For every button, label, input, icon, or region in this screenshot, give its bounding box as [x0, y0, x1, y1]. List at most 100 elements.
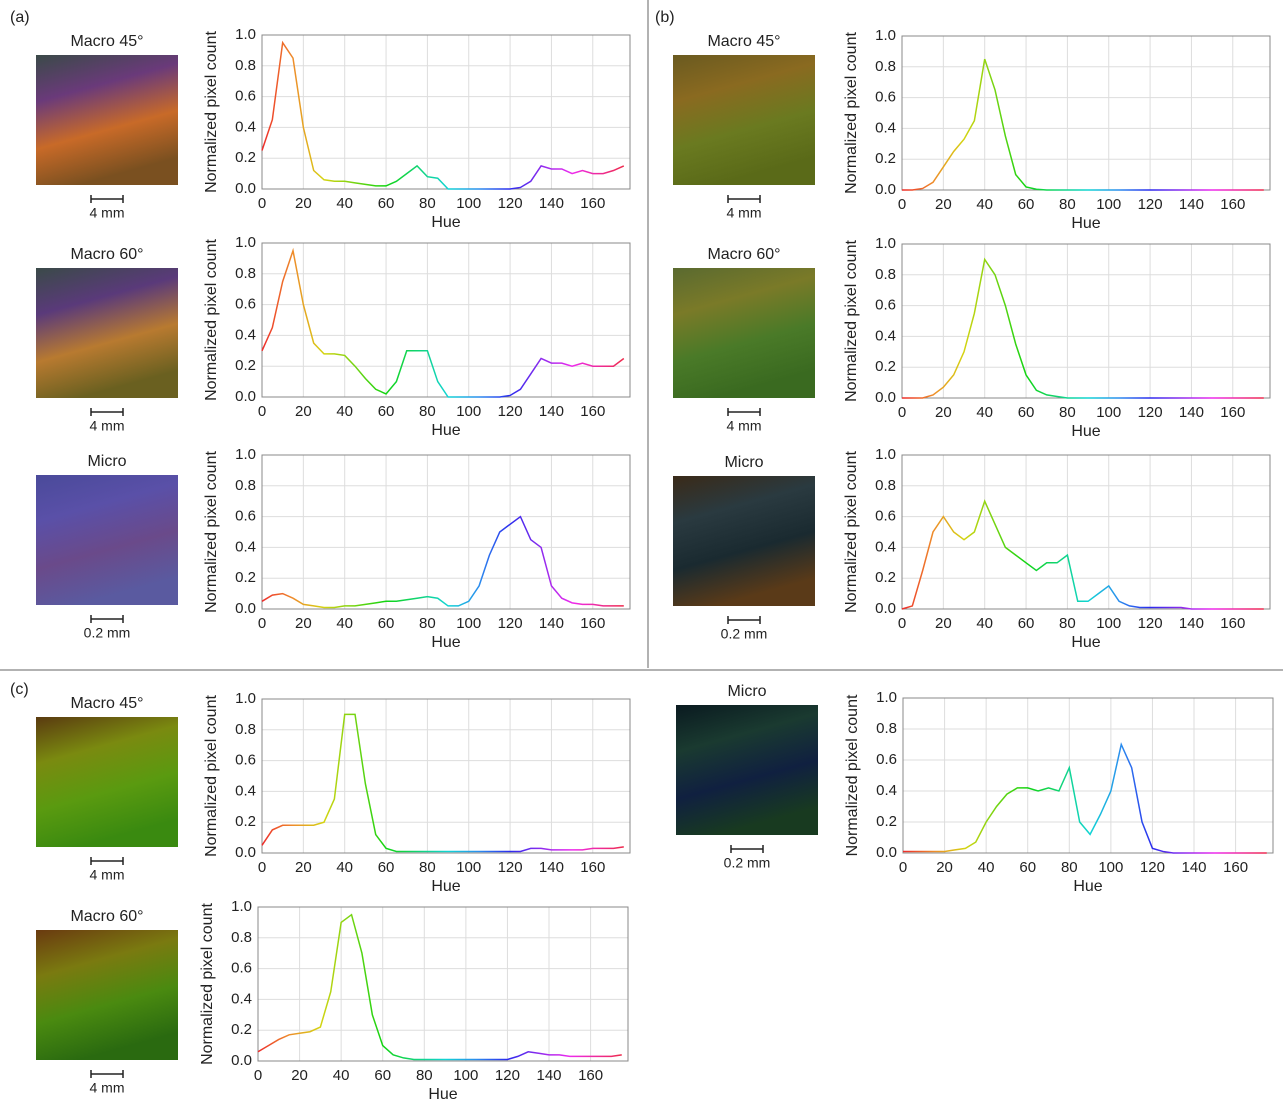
y-axis-label: Normalized pixel count: [203, 239, 220, 401]
y-axis-label: Normalized pixel count: [843, 451, 860, 613]
image: [36, 55, 178, 185]
y-axis-label: Normalized pixel count: [843, 240, 860, 402]
x-tick-label: 120: [1138, 615, 1163, 632]
y-tick-label: 0.8: [235, 721, 256, 738]
y-tick-label: 0.8: [235, 265, 256, 282]
image-caption: Micro: [727, 683, 766, 700]
x-tick-label: 40: [976, 615, 993, 632]
x-tick-label: 0: [258, 615, 266, 632]
hue-line: [261, 40, 625, 190]
x-tick-label: 20: [291, 1067, 308, 1084]
x-tick-label: 80: [416, 1067, 433, 1084]
x-tick-label: 160: [580, 195, 605, 212]
panel-label: (c): [10, 681, 29, 698]
x-tick-label: 60: [374, 1067, 391, 1084]
y-tick-label: 0.4: [235, 326, 256, 343]
y-tick-label: 0.6: [875, 89, 896, 106]
plot-frame: [261, 698, 631, 854]
x-tick-label: 80: [419, 195, 436, 212]
x-tick-label: 0: [258, 195, 266, 212]
x-tick-label: 40: [976, 404, 993, 421]
x-tick-label: 40: [976, 196, 993, 213]
y-tick-label: 0.6: [235, 296, 256, 313]
scale-label: 4 mm: [727, 418, 762, 434]
y-tick-label: 1.0: [875, 235, 896, 252]
y-tick-label: 0.6: [235, 508, 256, 525]
x-tick-label: 140: [539, 403, 564, 420]
hue-line: [902, 58, 1264, 191]
x-tick-label: 120: [498, 859, 523, 876]
x-tick-label: 80: [419, 615, 436, 632]
x-tick-label: 40: [978, 859, 995, 876]
y-tick-label: 1.0: [235, 26, 256, 43]
x-tick-label: 0: [258, 403, 266, 420]
scale-label: 4 mm: [90, 1080, 125, 1096]
y-tick-label: 0.4: [875, 327, 896, 344]
x-tick-label: 160: [578, 1067, 603, 1084]
y-axis-label: Normalized pixel count: [199, 903, 216, 1065]
x-tick-label: 160: [1220, 196, 1245, 213]
image: [36, 268, 178, 398]
y-tick-label: 0.0: [875, 600, 896, 617]
x-tick-label: 120: [498, 195, 523, 212]
y-tick-label: 1.0: [235, 234, 256, 251]
y-tick-label: 0.4: [235, 782, 256, 799]
x-tick-label: 80: [1059, 196, 1076, 213]
y-tick-label: 0.0: [875, 389, 896, 406]
y-tick-label: 0.6: [235, 88, 256, 105]
scale-bar: [730, 845, 764, 853]
x-axis-label: Hue: [431, 634, 460, 651]
x-tick-label: 60: [1018, 615, 1035, 632]
scale-bar: [90, 408, 124, 416]
y-tick-label: 0.4: [876, 782, 897, 799]
y-axis-label: Normalized pixel count: [203, 31, 220, 193]
x-tick-label: 0: [254, 1067, 262, 1084]
image: [36, 930, 178, 1060]
y-tick-label: 0.4: [875, 538, 896, 555]
y-tick-label: 0.2: [235, 357, 256, 374]
plot-frame: [261, 454, 631, 610]
x-tick-label: 0: [898, 615, 906, 632]
scale-bar: [90, 195, 124, 203]
x-tick-label: 20: [295, 615, 312, 632]
x-tick-label: 100: [456, 615, 481, 632]
plot-frame: [257, 906, 629, 1062]
y-tick-label: 0.0: [235, 180, 256, 197]
plot-frame: [901, 35, 1271, 191]
y-tick-label: 0.0: [235, 600, 256, 617]
y-axis-label: Normalized pixel count: [203, 451, 220, 613]
scale-bar: [90, 615, 124, 623]
y-tick-label: 0.0: [231, 1052, 252, 1069]
x-tick-label: 100: [456, 403, 481, 420]
panel-label: (a): [10, 9, 30, 26]
x-axis-label: Hue: [431, 214, 460, 231]
x-tick-label: 0: [898, 196, 906, 213]
y-tick-label: 0.0: [875, 181, 896, 198]
y-tick-label: 0.2: [235, 813, 256, 830]
y-axis-label: Normalized pixel count: [843, 32, 860, 194]
x-tick-label: 80: [1059, 404, 1076, 421]
x-tick-label: 40: [336, 403, 353, 420]
scale-bar: [727, 616, 761, 624]
x-tick-label: 60: [1018, 404, 1035, 421]
plot-frame: [901, 243, 1271, 399]
y-axis-label: Normalized pixel count: [203, 695, 220, 857]
x-axis-label: Hue: [1073, 878, 1102, 895]
x-tick-label: 0: [258, 859, 266, 876]
x-tick-label: 60: [1019, 859, 1036, 876]
x-tick-label: 120: [498, 403, 523, 420]
y-tick-label: 0.2: [875, 358, 896, 375]
x-tick-label: 160: [580, 403, 605, 420]
y-tick-label: 0.4: [875, 119, 896, 136]
x-axis-label: Hue: [431, 422, 460, 439]
x-tick-label: 80: [419, 859, 436, 876]
y-tick-label: 0.6: [875, 508, 896, 525]
y-tick-label: 0.2: [231, 1021, 252, 1038]
x-tick-label: 100: [1098, 859, 1123, 876]
x-tick-label: 20: [295, 403, 312, 420]
image-caption: Macro 45°: [70, 695, 143, 712]
y-tick-label: 1.0: [235, 690, 256, 707]
scale-bar: [90, 1070, 124, 1078]
y-tick-label: 0.8: [231, 929, 252, 946]
